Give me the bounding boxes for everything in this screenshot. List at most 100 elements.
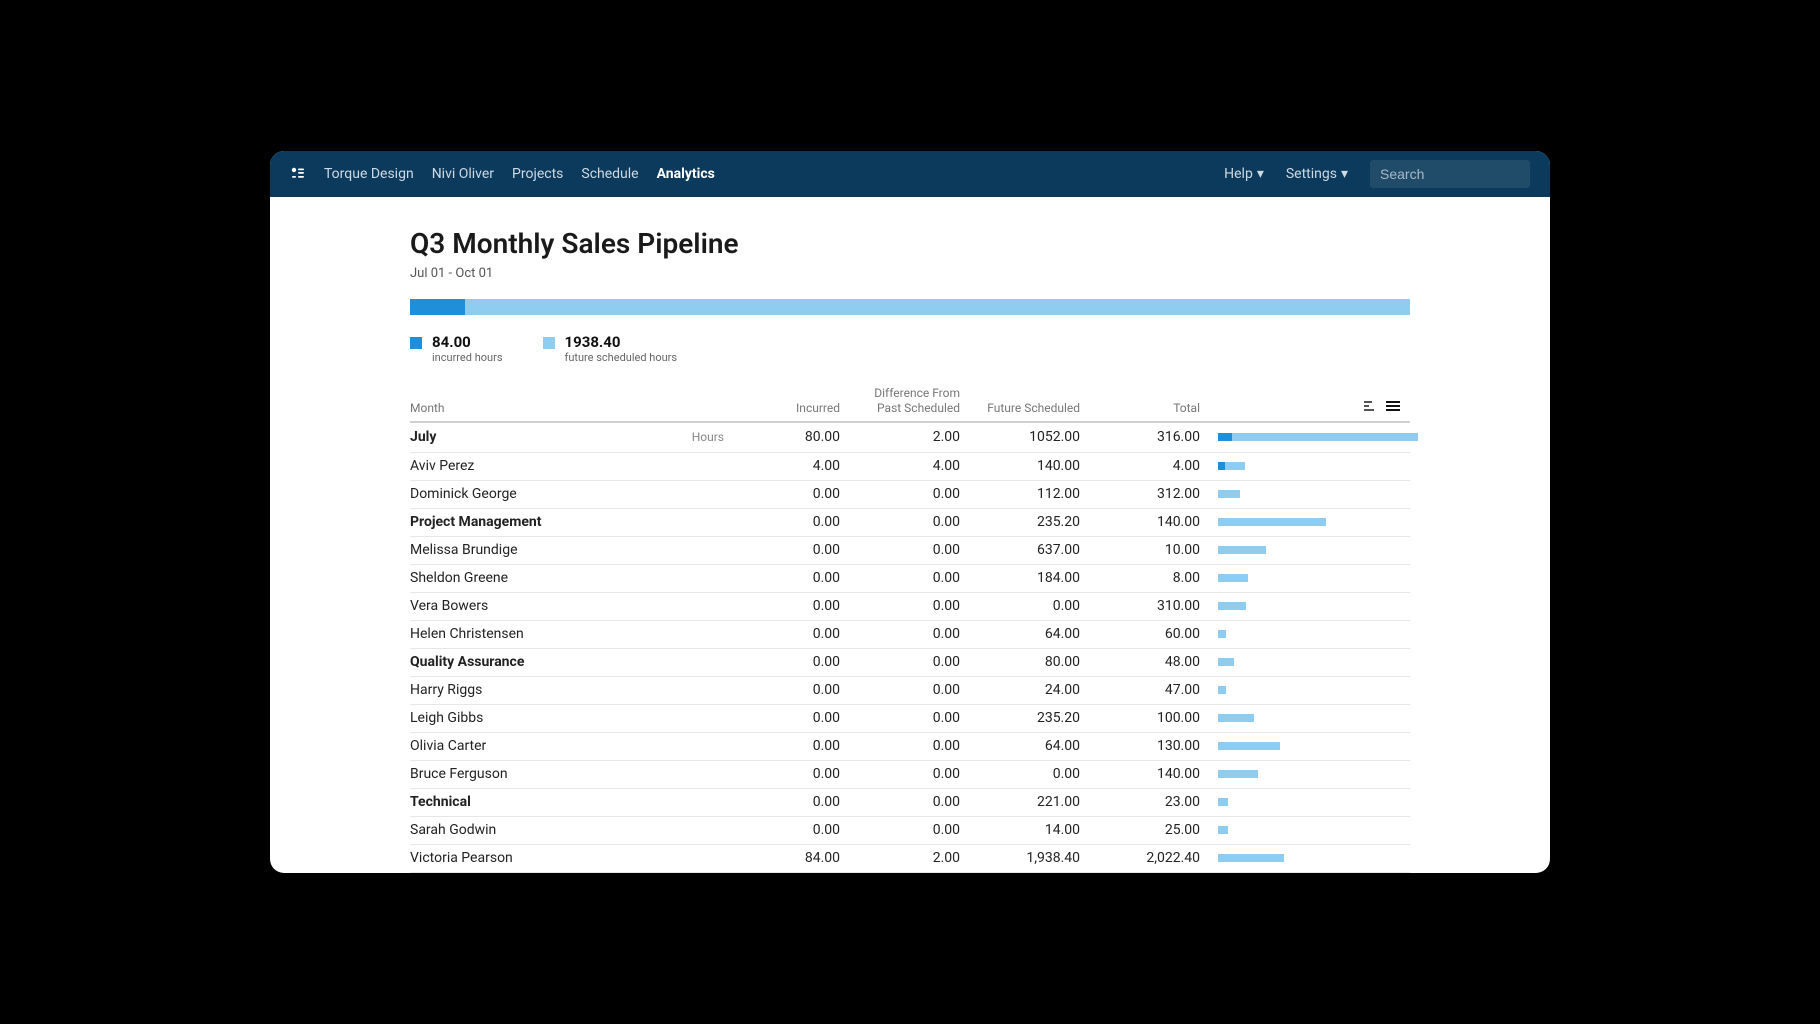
cell-diff: 0.00 (850, 682, 970, 698)
settings-dropdown[interactable]: Settings ▾ (1286, 166, 1348, 182)
cell-future: 184.00 (970, 570, 1090, 586)
bar-segment (1218, 742, 1280, 750)
row-label-cell: Olivia Carter (410, 738, 730, 754)
row-label-cell: Sheldon Greene (410, 570, 730, 586)
summary-bar-segment (410, 299, 465, 315)
cell-total: 8.00 (1090, 570, 1210, 586)
cell-total: 60.00 (1090, 626, 1210, 642)
row-label-cell: Victoria Pearson (410, 850, 730, 866)
row-bar (1210, 854, 1410, 862)
bar-segment (1218, 854, 1284, 862)
cell-incurred: 0.00 (730, 682, 850, 698)
cell-total: 47.00 (1090, 682, 1210, 698)
row-bar (1210, 798, 1410, 806)
cell-future: 64.00 (970, 626, 1090, 642)
summary-bar-segment (465, 299, 1410, 315)
bar-segment (1218, 462, 1225, 470)
table-row: Dominick George0.000.00112.00312.00 (410, 481, 1410, 509)
cell-total: 140.00 (1090, 514, 1210, 530)
bar-segment (1218, 546, 1266, 554)
legend-swatch (543, 337, 555, 349)
row-label: Olivia Carter (410, 738, 486, 754)
bar-segment (1218, 714, 1254, 722)
row-label-cell: Vera Bowers (410, 598, 730, 614)
legend-value: 1938.40 (565, 333, 678, 351)
cell-total: 130.00 (1090, 738, 1210, 754)
cell-diff: 0.00 (850, 626, 970, 642)
col-incurred: Incurred (730, 401, 850, 415)
legend-label: future scheduled hours (565, 351, 678, 364)
bar-segment (1218, 433, 1232, 441)
cell-future: 80.00 (970, 654, 1090, 670)
table-row: Victoria Pearson84.002.001,938.402,022.4… (410, 845, 1410, 873)
bar-segment (1218, 518, 1326, 526)
row-bar (1210, 658, 1410, 666)
row-bar (1210, 462, 1410, 470)
row-bar (1210, 574, 1410, 582)
cell-future: 1,938.40 (970, 850, 1090, 866)
table-header: Month Incurred Difference From Past Sche… (410, 386, 1410, 423)
cell-incurred: 0.00 (730, 822, 850, 838)
row-label-cell: Technical (410, 794, 730, 810)
legend-value: 84.00 (432, 333, 503, 351)
cell-incurred: 0.00 (730, 542, 850, 558)
cell-incurred: 0.00 (730, 598, 850, 614)
row-label-cell: Sarah Godwin (410, 822, 730, 838)
nav-brand[interactable]: Torque Design (324, 166, 414, 182)
legend-label: incurred hours (432, 351, 503, 364)
cell-total: 4.00 (1090, 458, 1210, 474)
cell-future: 64.00 (970, 738, 1090, 754)
bar-segment (1225, 462, 1245, 470)
row-label: Helen Christensen (410, 626, 524, 642)
nav-link-analytics[interactable]: Analytics (657, 166, 715, 182)
row-bar (1210, 630, 1410, 638)
cell-diff: 0.00 (850, 710, 970, 726)
legend-swatch (410, 337, 422, 349)
cell-diff: 0.00 (850, 486, 970, 502)
table-row: Aviv Perez4.004.00140.004.00 (410, 453, 1410, 481)
table-row: Sheldon Greene0.000.00184.008.00 (410, 565, 1410, 593)
row-label-cell: Helen Christensen (410, 626, 730, 642)
cell-diff: 0.00 (850, 766, 970, 782)
nav-link-user[interactable]: Nivi Oliver (432, 166, 494, 182)
cell-total: 100.00 (1090, 710, 1210, 726)
row-bar (1210, 742, 1410, 750)
row-bar (1210, 770, 1410, 778)
row-label: Leigh Gibbs (410, 710, 483, 726)
page-title: Q3 Monthly Sales Pipeline (410, 227, 1410, 260)
cell-incurred: 84.00 (730, 850, 850, 866)
navbar: Torque Design Nivi Oliver Projects Sched… (270, 151, 1550, 197)
view-bars-icon[interactable] (1364, 400, 1378, 415)
cell-diff: 0.00 (850, 654, 970, 670)
row-bar (1210, 546, 1410, 554)
col-total: Total (1090, 401, 1210, 415)
col-month: Month (410, 401, 730, 415)
row-label-cell: Harry Riggs (410, 682, 730, 698)
cell-total: 23.00 (1090, 794, 1210, 810)
table-row: Leigh Gibbs0.000.00235.20100.00 (410, 705, 1410, 733)
row-label-cell: Bruce Ferguson (410, 766, 730, 782)
row-label-cell: Project Management (410, 514, 730, 530)
hours-sublabel: Hours (692, 430, 730, 444)
cell-future: 637.00 (970, 542, 1090, 558)
nav-link-projects[interactable]: Projects (512, 166, 563, 182)
help-dropdown[interactable]: Help ▾ (1224, 166, 1264, 182)
nav-link-schedule[interactable]: Schedule (581, 166, 638, 182)
cell-diff: 0.00 (850, 794, 970, 810)
cell-total: 316.00 (1090, 429, 1210, 445)
search-input[interactable] (1370, 160, 1530, 188)
row-bar (1210, 433, 1418, 441)
row-label: Aviv Perez (410, 458, 474, 474)
cell-diff: 0.00 (850, 514, 970, 530)
cell-diff: 0.00 (850, 598, 970, 614)
data-table: Month Incurred Difference From Past Sche… (410, 386, 1410, 873)
bar-segment (1218, 770, 1258, 778)
row-label-cell: Melissa Brundige (410, 542, 730, 558)
row-label: Melissa Brundige (410, 542, 518, 558)
row-label-cell: Quality Assurance (410, 654, 730, 670)
cell-diff: 0.00 (850, 822, 970, 838)
row-label: Bruce Ferguson (410, 766, 508, 782)
view-list-icon[interactable] (1386, 400, 1400, 415)
table-row: JulyHours80.002.001052.00316.00 (410, 423, 1410, 453)
nav-links: Torque Design Nivi Oliver Projects Sched… (324, 166, 715, 182)
